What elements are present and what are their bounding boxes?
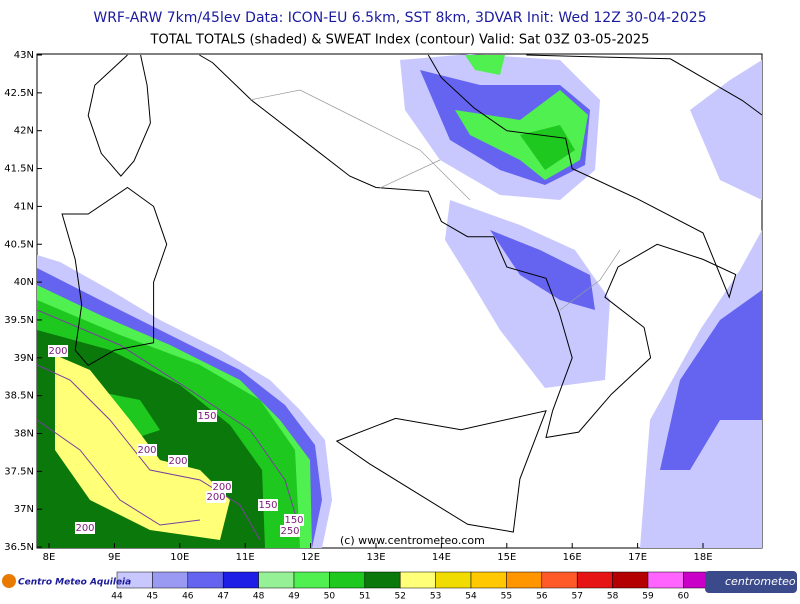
lon-label: 15E [497, 552, 516, 563]
logo-box [705, 571, 797, 593]
lat-label: 41.5N [4, 164, 34, 175]
colorbar-swatch [222, 571, 259, 589]
watermark: (c) www.centrometeo.com [340, 534, 485, 547]
colorbar-label: 53 [430, 592, 441, 601]
lat-label: 42.5N [4, 88, 34, 99]
colorbar-swatch [187, 571, 224, 589]
colorbar-label: 59 [642, 592, 654, 601]
colorbar-label: 57 [571, 592, 582, 601]
lon-label: 10E [170, 552, 189, 563]
axes: 43N 42.5N 42N 41.5N 41N 40.5N 40N 39.5N 39N 38.5N… [4, 50, 712, 563]
colorbar-swatch [152, 571, 189, 589]
contour-label-bg [75, 522, 95, 534]
contour-label: 200 [168, 456, 187, 467]
logo-right-text: centrometeo [725, 575, 796, 588]
lon-label: 14E [432, 552, 451, 563]
contour-label: 200 [48, 346, 67, 357]
contour-label: 200 [206, 492, 225, 503]
lat-label: 41N [14, 201, 34, 212]
colorbar-swatch [435, 571, 472, 589]
contour-label-bg [280, 525, 300, 537]
lon-label: 13E [366, 552, 385, 563]
colorbar-swatch [364, 571, 401, 589]
contour-label-bg [197, 410, 217, 422]
lat-label: 40N [14, 277, 34, 288]
colorbar-label: 44 [111, 592, 123, 601]
colorbar-label: 47 [217, 592, 228, 601]
logo-icon [2, 574, 16, 588]
contour-label: 200 [212, 482, 231, 493]
logo-left: Centro Meteo Aquileia [2, 574, 131, 588]
header-line2: TOTAL TOTALS (shaded) & SWEAT Index (con… [150, 33, 650, 48]
shading [37, 54, 762, 548]
lat-label: 38N [14, 429, 34, 440]
colorbar-swatch [612, 571, 649, 589]
colorbar: 44 45 46 47 48 49 50 51 52 53 54 55 56 57 58 59 60 [111, 571, 722, 602]
colorbar-label: 60 [678, 592, 690, 601]
contour-label-bg [212, 481, 232, 493]
colorbar-swatch [541, 571, 578, 589]
lon-label: 11E [236, 552, 255, 563]
lat-label: 39N [14, 353, 34, 364]
contour-label: 150 [258, 500, 277, 511]
contour-label-bg [258, 499, 278, 511]
colorbar-label: 51 [359, 592, 370, 601]
contour-label: 150 [197, 411, 216, 422]
colorbar-swatch [576, 571, 613, 589]
colorbar-swatch [470, 571, 507, 589]
contour-label: 200 [137, 445, 156, 456]
contour-label-bg [168, 455, 188, 467]
contour-label-bg [284, 514, 304, 526]
lon-label: 9E [108, 552, 121, 563]
lat-label: 43N [14, 50, 34, 61]
lon-label: 16E [563, 552, 582, 563]
lat-label: 42N [14, 126, 34, 137]
lon-label: 12E [301, 552, 320, 563]
colorbar-label: 48 [253, 592, 265, 601]
header-line1: WRF-ARW 7km/45lev Data: ICON-EU 6.5km, S… [93, 10, 706, 26]
lat-label: 39.5N [4, 315, 34, 326]
lat-label: 36.5N [4, 542, 34, 553]
coastlines [61, 54, 763, 533]
logo-left-text: Centro Meteo Aquileia [18, 578, 131, 588]
lat-label: 40.5N [4, 239, 34, 250]
colorbar-label: 49 [288, 592, 300, 601]
colorbar-swatch [329, 571, 366, 589]
lat-label: 37.5N [4, 466, 34, 477]
colorbar-label: 55 [501, 592, 512, 601]
colorbar-label: 58 [607, 592, 619, 601]
colorbar-label: 45 [147, 592, 158, 601]
colorbar-label: 50 [324, 592, 336, 601]
colorbar-label: 46 [182, 592, 194, 601]
colorbar-label: 54 [465, 592, 477, 601]
map: 43N 42.5N 42N 41.5N 41N 40.5N 40N 39.5N 39N 38.5N… [4, 50, 763, 563]
lon-label: 17E [628, 552, 647, 563]
contour-label: 200 [75, 523, 94, 534]
logo-right: centrometeo [705, 571, 797, 593]
contour-label: 250 [280, 526, 299, 537]
colorbar-label: 56 [536, 592, 548, 601]
colorbar-swatch [399, 571, 436, 589]
lat-label: 38.5N [4, 391, 34, 402]
contour-label: 150 [284, 515, 303, 526]
lat-label: 37N [14, 504, 34, 515]
lon-label: 18E [693, 552, 712, 563]
contour-label-bg [137, 444, 157, 456]
contour-label-bg [48, 345, 68, 357]
lon-label: 8E [43, 552, 56, 563]
colorbar-swatch [258, 571, 295, 589]
colorbar-label: 52 [394, 592, 405, 601]
colorbar-swatch [293, 571, 330, 589]
colorbar-swatch [506, 571, 543, 589]
colorbar-swatch [647, 571, 684, 589]
contour-label-bg [206, 491, 226, 503]
